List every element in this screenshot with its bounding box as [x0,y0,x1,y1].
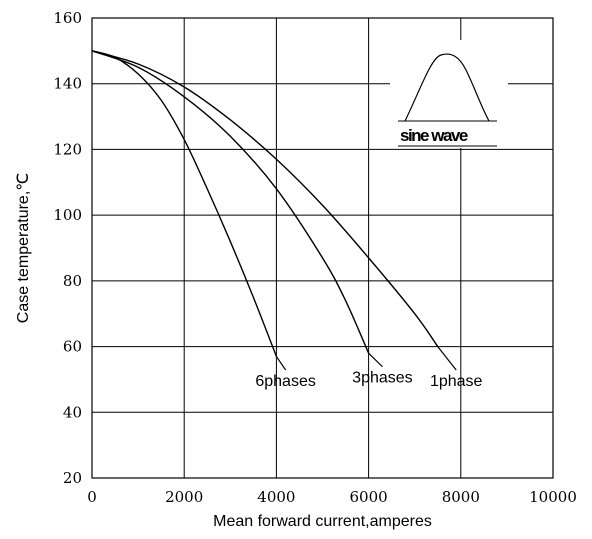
inset-background [390,40,508,148]
series-labels: 6phases 3phases 1phase [255,370,482,390]
x-tick-labels: 0 2000 4000 6000 8000 10000 [87,488,577,506]
x-tick-label: 10000 [529,488,577,506]
series-label-6phases: 6phases [255,373,316,390]
y-tick-label: 80 [63,272,82,290]
y-tick-label: 40 [63,403,82,421]
leader-line-3phases [368,352,383,368]
leader-line-6phases [275,356,287,371]
y-tick-label: 120 [53,140,82,158]
x-tick-label: 8000 [442,488,480,506]
x-tick-label: 2000 [165,488,203,506]
series-lines [91,50,439,357]
series-leader-lines [275,346,457,371]
sine-wave-icon [404,53,490,122]
x-tick-label: 0 [87,488,97,506]
series-label-3phases: 3phases [352,370,413,387]
y-tick-label: 160 [53,9,82,27]
inset-label: sine wave [400,126,468,145]
series-line-1phase [91,50,439,347]
plot-frame [91,17,554,479]
series-line-3phases [91,50,370,354]
x-tick-label: 4000 [257,488,295,506]
y-axis-label: Case temperature,℃ [15,173,32,323]
y-tick-label: 20 [63,469,82,487]
sine-wave-inset: sine wave [390,40,508,148]
leader-line-1phase [437,346,457,371]
y-tick-label: 100 [53,206,82,224]
y-tick-label: 140 [53,75,82,93]
x-tick-label: 6000 [350,488,388,506]
y-tick-labels: 20 40 60 80 100 120 140 160 [53,9,82,487]
y-tick-label: 60 [63,338,82,356]
series-label-1phase: 1phase [430,373,483,390]
x-axis-label: Mean forward current,amperes [213,513,432,530]
